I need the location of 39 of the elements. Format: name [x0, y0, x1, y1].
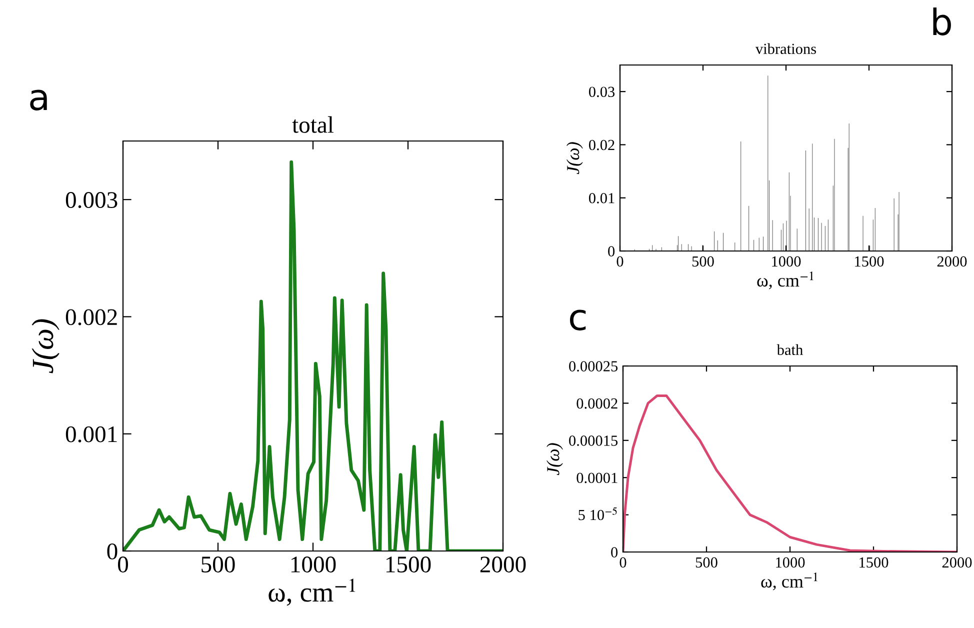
- y-tick-label: 0.0002: [576, 398, 618, 409]
- x-axis-title: ω, cm$^{−1}$: [268, 578, 356, 606]
- x-tick-label: 500: [202, 556, 235, 572]
- y-tick-label: 0.0001: [576, 472, 618, 484]
- y-axis-title: J(ω): [566, 142, 583, 174]
- x-tick-label: 1500: [860, 557, 888, 568]
- y-axis-title: J(ω): [546, 443, 563, 476]
- y-tick-label: 0.01: [588, 193, 614, 204]
- x-axis-title: ω, cm$^{−1}$: [757, 272, 814, 290]
- y-tick-label: 0.001: [66, 426, 117, 442]
- chart-title: vibrations: [755, 43, 816, 54]
- x-tick-label: 0: [118, 556, 128, 572]
- y-tick-label: 0.02: [588, 140, 614, 150]
- y-tick-label: 5 10$^{−5}$: [578, 507, 617, 520]
- y-tick-label: 0: [611, 547, 618, 558]
- x-tick-label: 1500: [855, 256, 884, 267]
- x-tick-label: 2000: [480, 556, 526, 572]
- text: a: [30, 90, 47, 110]
- text: b: [933, 8, 951, 36]
- x-tick-label: 500: [696, 557, 718, 568]
- x-tick-label: 2000: [937, 256, 967, 267]
- chart-title: total: [292, 116, 334, 133]
- x-tick-label: 0: [620, 557, 626, 568]
- y-axis-title: J(ω): [32, 319, 60, 374]
- x-tick-label: 1000: [291, 556, 336, 572]
- y-tick-label: 0.003: [66, 192, 118, 208]
- y-tick-label: 0.00025: [569, 361, 618, 372]
- x-tick-label: 500: [692, 256, 714, 267]
- text: c: [570, 310, 586, 330]
- x-tick-label: 2000: [942, 557, 972, 568]
- y-tick-label: 0: [608, 246, 615, 256]
- y-tick-label: 0.03: [588, 86, 615, 98]
- x-tick-label: 1500: [386, 556, 431, 572]
- y-tick-label: 0.002: [66, 309, 117, 326]
- x-axis-title: ω, cm$^{−1}$: [761, 572, 818, 590]
- x-tick-label: 1000: [772, 256, 801, 267]
- chart-title: bath: [776, 344, 803, 356]
- y-tick-label: 0.00015: [569, 436, 618, 446]
- x-tick-label: 1000: [776, 557, 805, 568]
